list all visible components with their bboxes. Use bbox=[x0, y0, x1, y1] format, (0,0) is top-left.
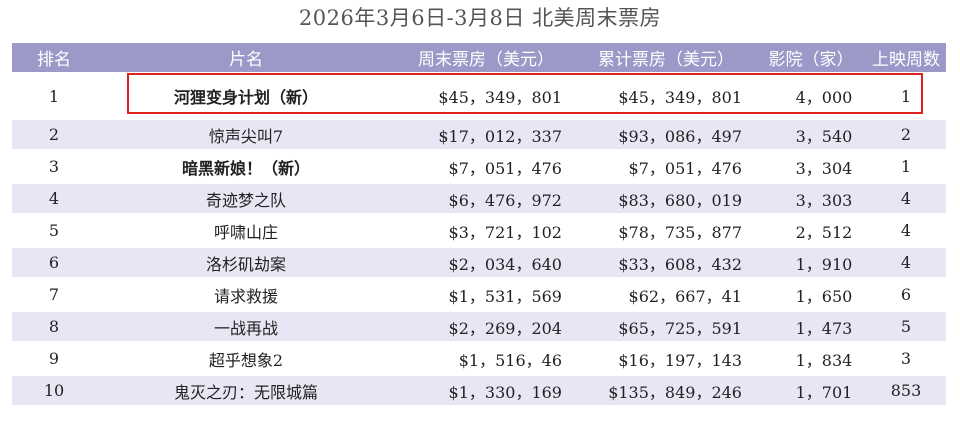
table-row: 7 请求救援 $1，531，569 $62，667，41 1，650 6 bbox=[12, 280, 946, 309]
table-row: 6 洛杉矶劫案 $2，034，640 $33，608，432 1，910 4 bbox=[12, 248, 946, 277]
cell-total-gross: $7，051，476 bbox=[576, 152, 756, 181]
cell-weeks: 6 bbox=[866, 280, 946, 309]
cell-rank: 7 bbox=[12, 280, 96, 309]
cell-title: 奇迹梦之队 bbox=[96, 184, 396, 213]
cell-title: 超乎想象2 bbox=[96, 344, 396, 373]
cell-weeks: 4 bbox=[866, 248, 946, 277]
cell-title: 请求救援 bbox=[96, 280, 396, 309]
header-rank: 排名 bbox=[12, 43, 96, 72]
table-row: 8 一战再战 $2，269，204 $65，725，591 1，473 5 bbox=[12, 312, 946, 341]
table-row: 5 呼啸山庄 $3，721，102 $78，735，877 2，512 4 bbox=[12, 216, 946, 245]
cell-weeks: 2 bbox=[866, 120, 946, 149]
cell-weekend-gross: $17，012，337 bbox=[396, 120, 576, 149]
cell-theaters: 4，000 bbox=[756, 75, 866, 117]
cell-total-gross: $83，680，019 bbox=[576, 184, 756, 213]
cell-weekend-gross: $2，269，204 bbox=[396, 312, 576, 341]
table-row: 3 暗黑新娘！（新） $7，051，476 $7，051，476 3，304 1 bbox=[12, 152, 946, 181]
cell-weekend-gross: $2，034，640 bbox=[396, 248, 576, 277]
cell-rank: 1 bbox=[12, 75, 96, 117]
cell-weekend-gross: $45，349，801 bbox=[396, 75, 576, 117]
cell-rank: 3 bbox=[12, 152, 96, 181]
cell-title: 暗黑新娘！（新） bbox=[96, 152, 396, 181]
cell-weeks: 853 bbox=[866, 376, 946, 405]
cell-title: 河狸变身计划（新） bbox=[96, 75, 396, 117]
cell-title: 惊声尖叫7 bbox=[96, 120, 396, 149]
cell-theaters: 3，303 bbox=[756, 184, 866, 213]
cell-total-gross: $65，725，591 bbox=[576, 312, 756, 341]
cell-title: 洛杉矶劫案 bbox=[96, 248, 396, 277]
table-header-row: 排名 片名 周末票房（美元） 累计票房（美元） 影院（家） 上映周数 bbox=[12, 43, 946, 72]
cell-weekend-gross: $1，516，46 bbox=[396, 344, 576, 373]
cell-rank: 8 bbox=[12, 312, 96, 341]
cell-weekend-gross: $6，476，972 bbox=[396, 184, 576, 213]
cell-weeks: 5 bbox=[866, 312, 946, 341]
cell-theaters: 2，512 bbox=[756, 216, 866, 245]
cell-total-gross: $62，667，41 bbox=[576, 280, 756, 309]
cell-title: 一战再战 bbox=[96, 312, 396, 341]
cell-weekend-gross: $1，531，569 bbox=[396, 280, 576, 309]
cell-rank: 5 bbox=[12, 216, 96, 245]
cell-theaters: 1，910 bbox=[756, 248, 866, 277]
table-row: 10 鬼灭之刃：无限城篇 $1，330，169 $135，849，246 1，7… bbox=[12, 376, 946, 405]
cell-total-gross: $16，197，143 bbox=[576, 344, 756, 373]
cell-weeks: 4 bbox=[866, 216, 946, 245]
cell-rank: 10 bbox=[12, 376, 96, 405]
page-title: 2026年3月6日-3月8日 北美周末票房 bbox=[298, 6, 662, 30]
cell-theaters: 1，473 bbox=[756, 312, 866, 341]
cell-weeks: 3 bbox=[866, 344, 946, 373]
header-weekend-gross: 周末票房（美元） bbox=[396, 43, 576, 72]
cell-rank: 9 bbox=[12, 344, 96, 373]
cell-total-gross: $135，849，246 bbox=[576, 376, 756, 405]
cell-weeks: 1 bbox=[866, 75, 946, 117]
cell-total-gross: $33，608，432 bbox=[576, 248, 756, 277]
header-theaters: 影院（家） bbox=[756, 43, 866, 72]
cell-rank: 4 bbox=[12, 184, 96, 213]
header-total-gross: 累计票房（美元） bbox=[576, 43, 756, 72]
table-row: 1 河狸变身计划（新） $45，349，801 $45，349，801 4，00… bbox=[12, 75, 946, 117]
table-row: 2 惊声尖叫7 $17，012，337 $93，086，497 3，540 2 bbox=[12, 120, 946, 149]
table-row: 9 超乎想象2 $1，516，46 $16，197，143 1，834 3 bbox=[12, 344, 946, 373]
cell-total-gross: $45，349，801 bbox=[576, 75, 756, 117]
cell-weekend-gross: $7，051，476 bbox=[396, 152, 576, 181]
cell-theaters: 3，540 bbox=[756, 120, 866, 149]
cell-weekend-gross: $3，721，102 bbox=[396, 216, 576, 245]
cell-theaters: 1，834 bbox=[756, 344, 866, 373]
box-office-table: 排名 片名 周末票房（美元） 累计票房（美元） 影院（家） 上映周数 1 河狸变… bbox=[12, 40, 946, 408]
cell-weeks: 4 bbox=[866, 184, 946, 213]
cell-title: 鬼灭之刃：无限城篇 bbox=[96, 376, 396, 405]
cell-theaters: 3，304 bbox=[756, 152, 866, 181]
header-title: 片名 bbox=[96, 43, 396, 72]
cell-rank: 2 bbox=[12, 120, 96, 149]
cell-title: 呼啸山庄 bbox=[96, 216, 396, 245]
cell-weekend-gross: $1，330，169 bbox=[396, 376, 576, 405]
cell-total-gross: $78，735，877 bbox=[576, 216, 756, 245]
cell-theaters: 1，650 bbox=[756, 280, 866, 309]
cell-rank: 6 bbox=[12, 248, 96, 277]
cell-total-gross: $93，086，497 bbox=[576, 120, 756, 149]
header-weeks: 上映周数 bbox=[866, 43, 946, 72]
table-row: 4 奇迹梦之队 $6，476，972 $83，680，019 3，303 4 bbox=[12, 184, 946, 213]
cell-theaters: 1，701 bbox=[756, 376, 866, 405]
cell-weeks: 1 bbox=[866, 152, 946, 181]
